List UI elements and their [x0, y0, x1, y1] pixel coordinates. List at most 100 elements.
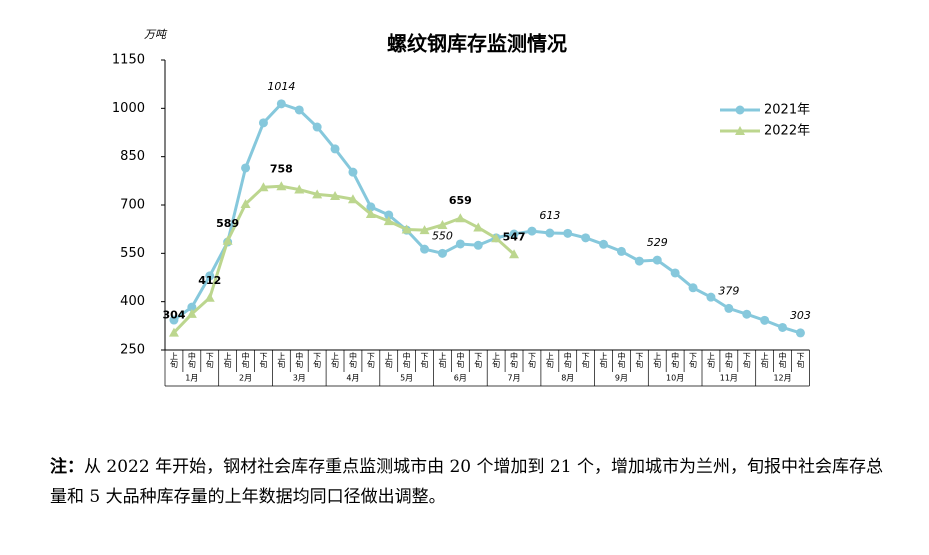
point	[437, 248, 447, 258]
x-tick-label: 中旬	[348, 351, 357, 369]
data-label: 412	[198, 274, 221, 287]
point	[742, 309, 752, 319]
point	[186, 308, 197, 318]
point	[419, 225, 430, 235]
point	[204, 292, 215, 302]
x-tick-label: 中旬	[187, 351, 196, 369]
point	[383, 216, 394, 226]
point	[527, 226, 537, 236]
point	[778, 322, 788, 332]
legend-label: 2022年	[764, 124, 810, 139]
x-tick-label: 上旬	[384, 352, 393, 369]
x-tick-label: 上旬	[223, 352, 232, 369]
point	[735, 105, 745, 115]
point	[420, 244, 430, 254]
month-label: 8月	[561, 374, 574, 383]
point	[401, 224, 412, 234]
point	[616, 246, 626, 256]
y-tick-label: 400	[120, 294, 145, 309]
x-tick-label: 上旬	[760, 352, 769, 369]
x-tick-label: 中旬	[778, 351, 787, 369]
point	[241, 163, 251, 173]
x-tick-label: 下旬	[742, 352, 751, 369]
x-tick-label: 下旬	[420, 352, 429, 369]
y-tick-label: 250	[120, 343, 145, 358]
note-label: 注：	[50, 457, 84, 477]
point	[599, 239, 609, 249]
x-tick-label: 中旬	[563, 351, 572, 369]
series-line	[172, 184, 516, 334]
month-label: 10月	[666, 374, 684, 383]
point	[735, 126, 745, 135]
point	[473, 240, 483, 250]
data-label: 659	[449, 194, 472, 207]
point	[330, 190, 341, 200]
point	[205, 271, 215, 281]
point	[581, 233, 591, 243]
x-tick-label: 中旬	[617, 351, 626, 369]
point	[348, 167, 358, 177]
x-tick-label: 中旬	[724, 351, 733, 369]
point	[455, 213, 466, 223]
point	[222, 235, 233, 245]
data-label: 550	[432, 229, 453, 242]
point	[509, 229, 519, 239]
point	[545, 228, 555, 238]
chart-title: 螺纹钢库存监测情况	[387, 32, 567, 56]
point	[168, 327, 179, 337]
point	[706, 292, 716, 302]
y-tick-label: 550	[120, 246, 145, 261]
data-label: 547	[503, 230, 526, 243]
x-tick-label: 上旬	[706, 352, 715, 369]
x-tick-label: 下旬	[259, 352, 268, 369]
x-tick-label: 下旬	[581, 352, 590, 369]
point	[294, 105, 304, 115]
point	[312, 189, 323, 199]
point	[634, 256, 644, 266]
x-tick-label: 上旬	[438, 352, 447, 369]
month-label: 9月	[615, 374, 628, 383]
month-label: 6月	[454, 374, 467, 383]
point	[437, 219, 448, 229]
x-tick-label: 上旬	[169, 352, 178, 369]
data-label: 589	[216, 217, 239, 230]
point	[366, 202, 376, 212]
x-tick-label: 中旬	[295, 351, 304, 369]
x-tick-label: 下旬	[474, 352, 483, 369]
x-tick-label: 中旬	[671, 351, 680, 369]
month-label: 11月	[720, 374, 738, 383]
point	[491, 233, 502, 243]
x-tick-label: 上旬	[331, 352, 340, 369]
month-label: 4月	[346, 374, 359, 383]
point	[724, 303, 734, 313]
x-tick-label: 下旬	[635, 352, 644, 369]
data-label: 303	[790, 309, 811, 322]
point	[563, 228, 573, 238]
x-tick-label: 上旬	[545, 352, 554, 369]
point	[276, 99, 286, 109]
point	[473, 222, 484, 232]
legend-label: 2021年	[764, 103, 810, 118]
y-tick-label: 700	[120, 198, 145, 213]
point	[670, 268, 680, 278]
x-tick-label: 下旬	[366, 352, 375, 369]
point	[347, 194, 358, 204]
x-tick-label: 上旬	[653, 352, 662, 369]
point	[330, 144, 340, 154]
data-label: 304	[162, 309, 185, 322]
x-tick-label: 上旬	[277, 352, 286, 369]
x-tick-label: 中旬	[402, 351, 411, 369]
point	[795, 328, 805, 338]
x-tick-label: 中旬	[510, 351, 519, 369]
month-label: 12月	[773, 374, 791, 383]
month-label: 3月	[293, 374, 306, 383]
point	[688, 283, 698, 293]
x-tick-label: 上旬	[492, 352, 501, 369]
x-tick-label: 下旬	[527, 352, 536, 369]
point	[384, 210, 394, 220]
point	[169, 315, 179, 325]
y-tick-label: 850	[120, 149, 145, 164]
month-label: 7月	[508, 374, 521, 383]
x-tick-label: 下旬	[689, 352, 698, 369]
